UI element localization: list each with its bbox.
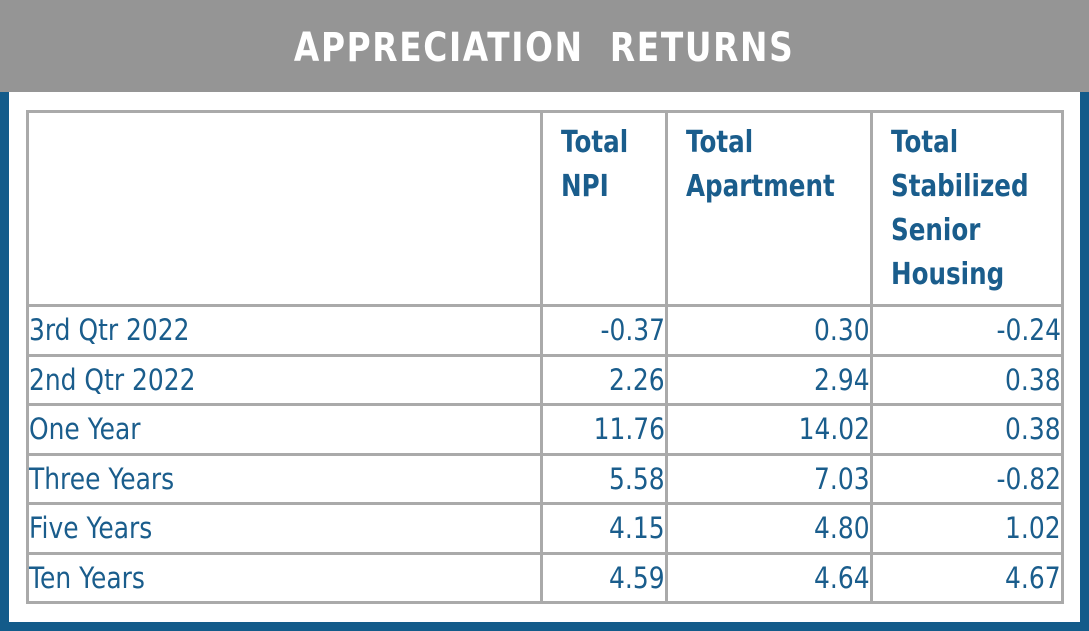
cell-total-senior-housing: 0.38 [870,403,1064,456]
cell-total-senior-housing: -0.82 [870,452,1064,505]
header-cell-empty [26,110,543,307]
cell-total-apartment: 4.80 [665,502,873,555]
cell-total-npi: 4.59 [540,551,668,604]
table-row: 2nd Qtr 2022 2.26 2.94 0.38 [26,353,1064,406]
panel-header: APPRECIATION RETURNS [0,0,1089,92]
cell-total-npi: 4.15 [540,502,668,555]
header-cell-total-apartment: Total Apartment [665,110,873,307]
returns-table: Total NPI Total Apartment Total Stabiliz… [26,110,1064,604]
row-label: Five Years [26,502,543,555]
cell-total-apartment: 7.03 [665,452,873,505]
table-row: One Year 11.76 14.02 0.38 [26,403,1064,456]
row-label: Three Years [26,452,543,505]
header-cell-total-npi: Total NPI [540,110,668,307]
cell-total-apartment: 4.64 [665,551,873,604]
cell-total-senior-housing: 4.67 [870,551,1064,604]
table-header-row: Total NPI Total Apartment Total Stabiliz… [26,110,1064,307]
cell-total-npi: 11.76 [540,403,668,456]
table-row: Three Years 5.58 7.03 -0.82 [26,452,1064,505]
table-row: Five Years 4.15 4.80 1.02 [26,502,1064,555]
row-label: One Year [26,403,543,456]
row-label: Ten Years [26,551,543,604]
table-row: 3rd Qtr 2022 -0.37 0.30 -0.24 [26,304,1064,357]
cell-total-npi: -0.37 [540,304,668,357]
cell-total-npi: 5.58 [540,452,668,505]
row-label: 3rd Qtr 2022 [26,304,543,357]
header-cell-total-stabilized-senior-housing: Total Stabilized Senior Housing [870,110,1064,307]
cell-total-senior-housing: 0.38 [870,353,1064,406]
table-row: Ten Years 4.59 4.64 4.67 [26,551,1064,604]
cell-total-apartment: 14.02 [665,403,873,456]
cell-total-senior-housing: 1.02 [870,502,1064,555]
cell-total-npi: 2.26 [540,353,668,406]
panel-title: APPRECIATION RETURNS [294,25,795,71]
cell-total-apartment: 0.30 [665,304,873,357]
cell-total-senior-housing: -0.24 [870,304,1064,357]
cell-total-apartment: 2.94 [665,353,873,406]
row-label: 2nd Qtr 2022 [26,353,543,406]
